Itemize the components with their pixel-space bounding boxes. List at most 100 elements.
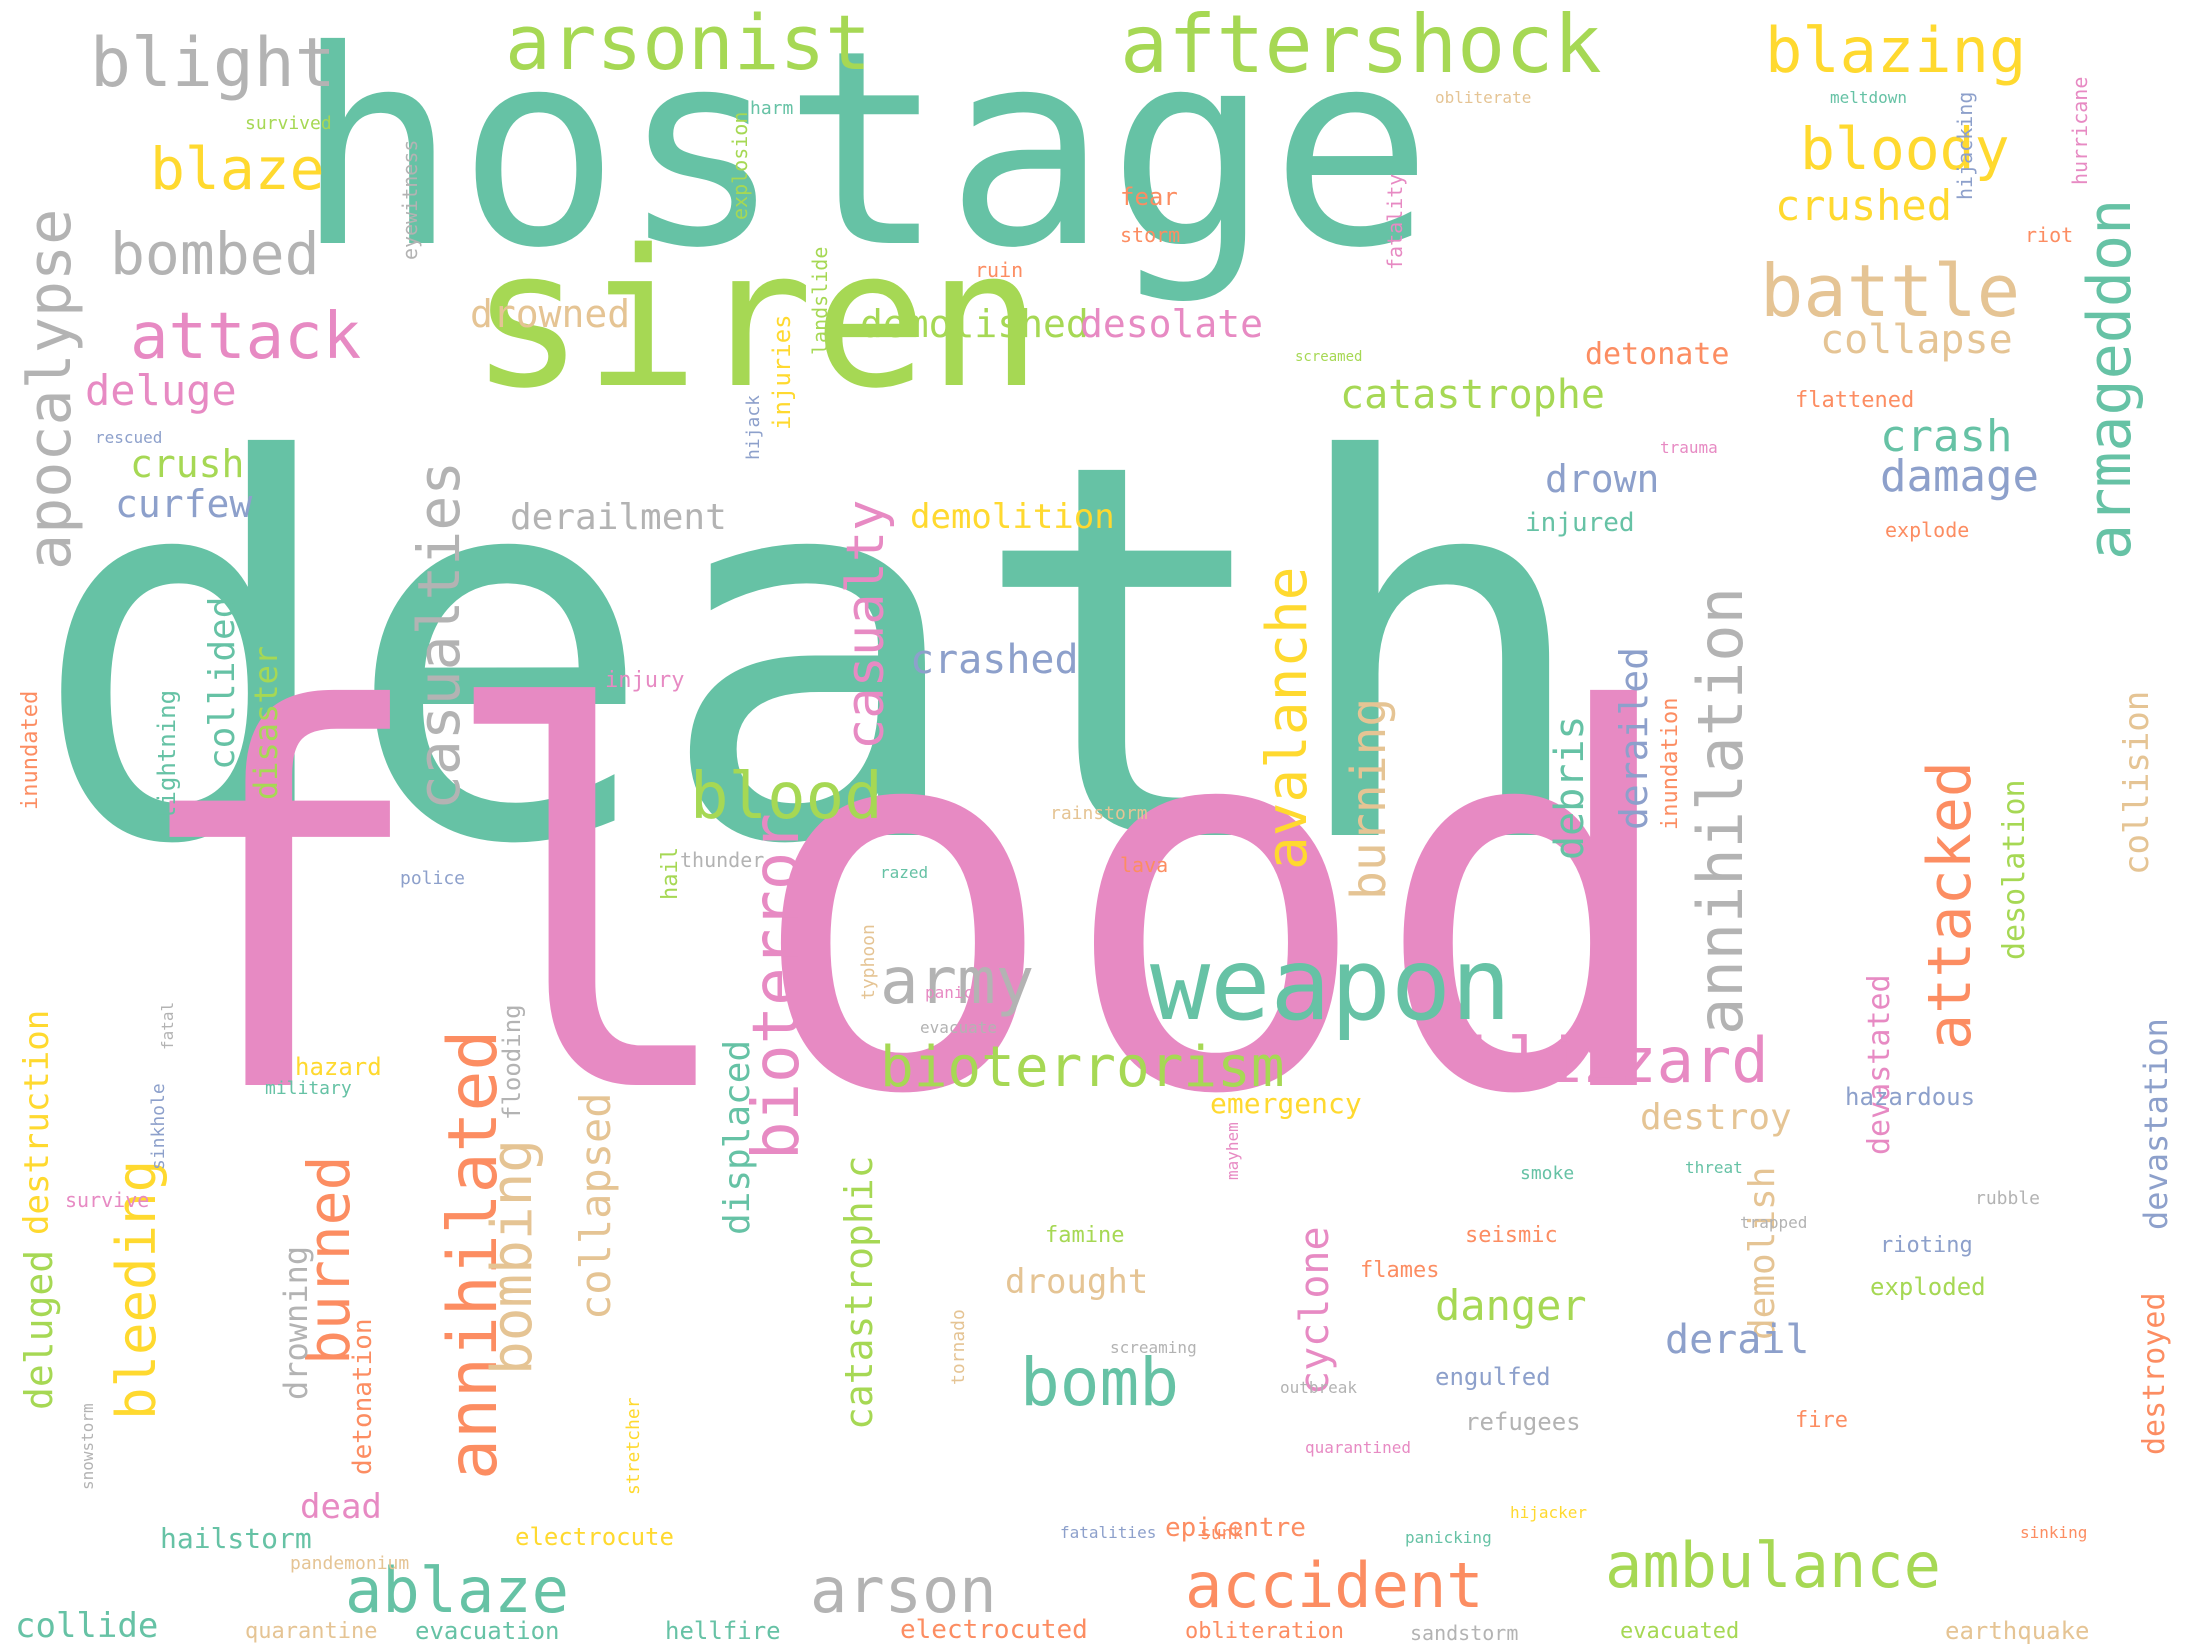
word-typhoon: typhoon	[858, 924, 879, 1000]
word-blaze: blaze	[150, 135, 325, 203]
word-lava: lava	[1120, 853, 1169, 877]
word-bombed: bombed	[110, 220, 320, 288]
word-detonation: detonation	[348, 1318, 378, 1475]
word-stretcher: stretcher	[623, 1397, 644, 1495]
word-ambulance: ambulance	[1605, 1529, 1941, 1602]
word-tornado: tornado	[948, 1309, 969, 1385]
word-bombing: bombing	[480, 1138, 545, 1375]
word-exploded: exploded	[1870, 1273, 1986, 1301]
word-avalanche: avalanche	[1255, 566, 1320, 870]
word-hijacker: hijacker	[1510, 1503, 1588, 1522]
word-injured: injured	[1525, 508, 1635, 538]
word-inundation: inundation	[1658, 697, 1683, 830]
word-ruin: ruin	[975, 258, 1024, 282]
word-hailstorm: hailstorm	[160, 1522, 312, 1555]
word-cyclone: cyclone	[1292, 1226, 1338, 1395]
word-hellfire: hellfire	[665, 1617, 781, 1645]
word-survive: survive	[65, 1188, 150, 1212]
word-collided: collided	[202, 596, 243, 770]
word-army: army	[880, 945, 1035, 1019]
word-fatal: fatal	[158, 1001, 177, 1050]
word-rainstorm: rainstorm	[1050, 803, 1148, 824]
word-derail: derail	[1665, 1317, 1810, 1363]
word-quarantined: quarantined	[1305, 1438, 1411, 1457]
word-debris: debris	[1547, 715, 1593, 861]
word-crashed: crashed	[910, 637, 1079, 683]
word-death: death	[30, 352, 1596, 958]
word-famine: famine	[1045, 1223, 1125, 1248]
word-destroyed: destroyed	[2137, 1292, 2172, 1455]
word-catastrophic: catastrophic	[837, 1155, 881, 1430]
word-siren: siren	[470, 209, 1042, 430]
word-crash: crash	[1880, 411, 2013, 462]
word-desolation: desolation	[1997, 779, 2032, 960]
word-aftershock: aftershock	[1120, 0, 1602, 91]
word-explosion: explosion	[728, 111, 752, 220]
word-rubble: rubble	[1975, 1188, 2041, 1209]
word-obliteration: obliteration	[1185, 1619, 1344, 1644]
word-rioting: rioting	[1880, 1233, 1973, 1258]
word-riot: riot	[2025, 223, 2074, 247]
word-accident: accident	[1185, 1549, 1484, 1622]
word-crushed: crushed	[1775, 181, 1953, 230]
word-landslide: landslide	[808, 246, 832, 355]
word-pandemonium: pandemonium	[290, 1553, 410, 1574]
word-quarantine: quarantine	[245, 1619, 378, 1644]
word-drought: drought	[1005, 1262, 1149, 1302]
word-apocalypse: apocalypse	[15, 208, 85, 570]
word-injury: injury	[605, 668, 685, 693]
word-fatalities: fatalities	[1060, 1523, 1157, 1542]
word-earthquake: earthquake	[1945, 1617, 2090, 1645]
word-hostage: hostage	[295, 0, 1433, 307]
word-drowning: drowning	[277, 1245, 315, 1400]
word-screaming: screaming	[1110, 1338, 1197, 1357]
word-attack: attack	[130, 300, 362, 374]
word-police: police	[400, 868, 466, 889]
word-damage: damage	[1880, 451, 2039, 502]
word-blazing: blazing	[1765, 14, 2027, 87]
word-hail: hail	[658, 847, 683, 900]
word-injuries: injuries	[768, 314, 796, 430]
word-evacuated: evacuated	[1620, 1619, 1740, 1644]
word-ablaze: ablaze	[345, 1554, 569, 1627]
word-sunk: sunk	[1200, 1523, 1244, 1544]
word-catastrophe: catastrophe	[1340, 372, 1605, 418]
word-danger: danger	[1435, 1281, 1587, 1330]
word-disaster: disaster	[247, 645, 285, 800]
word-storm: storm	[1120, 223, 1181, 247]
word-electrocuted: electrocuted	[900, 1615, 1088, 1645]
word-devastated: devastated	[1862, 974, 1897, 1155]
word-epicentre: epicentre	[1165, 1513, 1306, 1543]
word-fire: fire	[1795, 1408, 1848, 1433]
word-displaced: displaced	[717, 1039, 758, 1235]
word-emergency: emergency	[1210, 1087, 1362, 1120]
word-engulfed: engulfed	[1435, 1363, 1551, 1391]
word-derailed: derailed	[1612, 646, 1656, 830]
word-destruction: destruction	[17, 1009, 57, 1235]
word-crush: crush	[130, 442, 245, 486]
word-derailment: derailment	[510, 497, 727, 538]
word-bioterrorism: bioterrorism	[880, 1035, 1285, 1100]
word-rescued: rescued	[95, 428, 163, 447]
word-hazard: hazard	[295, 1053, 382, 1081]
word-collapsed: collapsed	[571, 1092, 620, 1320]
word-collision: collision	[2117, 690, 2157, 875]
word-panic: panic	[925, 983, 974, 1002]
word-bomb: bomb	[1020, 1344, 1179, 1421]
word-flooding: flooding	[498, 1004, 526, 1120]
word-desolate: desolate	[1080, 302, 1264, 346]
word-attacked: attacked	[1915, 761, 1985, 1050]
word-dead: dead	[300, 1487, 382, 1527]
word-demolition: demolition	[910, 497, 1115, 537]
word-thunder: thunder	[680, 848, 765, 872]
word-sandstorm: sandstorm	[1410, 1621, 1519, 1645]
word-explode: explode	[1885, 518, 1970, 542]
word-battle: battle	[1760, 249, 2021, 333]
word-destroy: destroy	[1640, 1097, 1792, 1138]
word-trauma: trauma	[1660, 438, 1718, 457]
word-military: military	[265, 1078, 352, 1099]
word-refugees: refugees	[1465, 1408, 1581, 1436]
word-fear: fear	[1120, 183, 1178, 211]
word-demolish: demolish	[1742, 1166, 1783, 1340]
